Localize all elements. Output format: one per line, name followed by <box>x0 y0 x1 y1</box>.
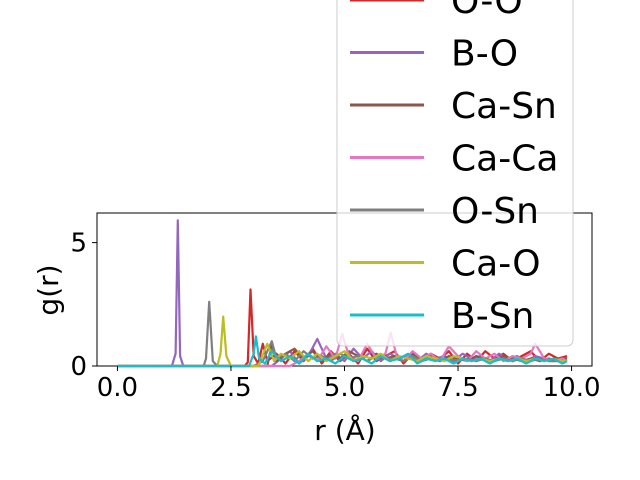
y-axis-ticks: 05 <box>70 229 97 382</box>
legend-item-o-sn: O-Sn <box>350 191 539 232</box>
legend: O-O B-O Ca-Sn Ca-Ca O-Sn Ca-O B-Sn <box>336 0 574 347</box>
legend-label: Ca-Sn <box>451 86 557 127</box>
legend-frame <box>336 0 574 347</box>
y-axis-label: g(r) <box>32 264 65 315</box>
legend-item-ca-ca: Ca-Ca <box>350 139 558 180</box>
legend-label: B-O <box>451 34 518 75</box>
x-tick-label: 7.5 <box>437 373 478 403</box>
y-tick-label: 5 <box>70 229 87 259</box>
series-line-o-o <box>117 288 568 368</box>
legend-item-b-o: B-O <box>350 34 518 75</box>
legend-label: O-Sn <box>451 191 539 232</box>
legend-label: Ca-Ca <box>451 139 558 180</box>
legend-label: Ca-O <box>451 244 541 285</box>
x-tick-label: 2.5 <box>210 373 251 403</box>
legend-item-o-o: O-O <box>350 0 523 22</box>
legend-item-ca-o: Ca-O <box>350 244 541 285</box>
legend-item-ca-sn: Ca-Sn <box>350 86 557 127</box>
x-tick-label: 5.0 <box>324 373 365 403</box>
x-axis-ticks: 0.0 2.5 5.0 7.5 10.0 <box>97 366 601 403</box>
legend-item-b-sn: B-Sn <box>350 296 534 337</box>
legend-label: B-Sn <box>451 296 534 337</box>
series-line-b-sn <box>117 335 568 368</box>
x-axis-label: r (Å) <box>314 413 375 447</box>
series-layer <box>117 219 568 368</box>
x-tick-label: 0.0 <box>97 373 138 403</box>
x-tick-label: 10.0 <box>543 373 601 403</box>
y-tick-label: 0 <box>70 352 87 382</box>
legend-label: O-O <box>451 0 523 22</box>
legend-items: O-O B-O Ca-Sn Ca-Ca O-Sn Ca-O B-Sn <box>350 0 558 337</box>
